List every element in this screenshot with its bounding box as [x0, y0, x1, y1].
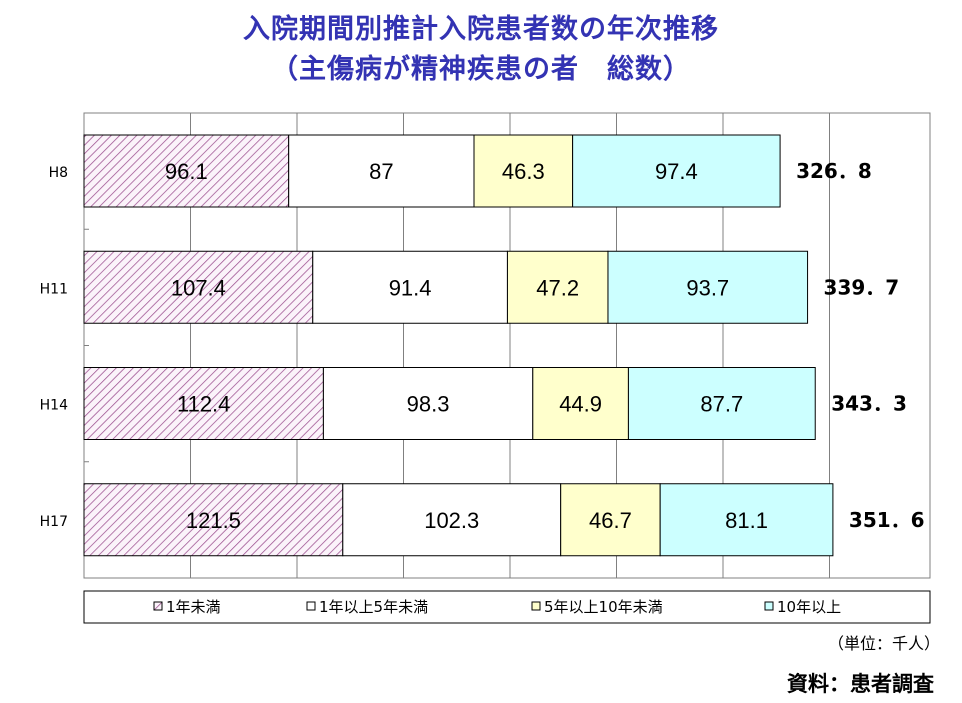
- data-label: 47.2: [536, 275, 579, 300]
- bar-segment: [83, 483, 344, 557]
- category-label: H14: [40, 398, 68, 414]
- data-label: 87: [369, 159, 393, 184]
- data-label: 96.1: [165, 159, 208, 184]
- legend-label: 5年以上10年未満: [544, 598, 663, 616]
- legend-box: [83, 590, 931, 624]
- bar-segment: [83, 134, 290, 208]
- data-label: 46.3: [502, 159, 545, 184]
- bar-segment: [627, 367, 816, 440]
- legend-swatch: [764, 601, 774, 611]
- source-note: 資料：患者調査: [787, 672, 934, 696]
- bar-segment: [560, 483, 661, 557]
- data-label: 81.1: [725, 508, 768, 533]
- data-label: 102.3: [424, 508, 479, 533]
- total-label: 339．7: [824, 275, 900, 299]
- chart-title-line1: 入院期間別推計入院患者数の年次推移: [243, 14, 719, 45]
- data-label: 46.7: [589, 508, 632, 533]
- total-label: 351．6: [849, 508, 925, 532]
- legend-swatch: [306, 601, 316, 611]
- data-label: 112.4: [177, 392, 230, 417]
- bar-segment: [532, 367, 629, 440]
- data-label: 107.4: [171, 275, 226, 300]
- chart-title-line2: （主傷病が精神疾患の者 総数）: [271, 54, 691, 85]
- total-label: 326．8: [796, 159, 872, 183]
- legend-swatch: [531, 601, 541, 611]
- data-label: 98.3: [407, 392, 450, 417]
- bar-segment: [506, 250, 609, 324]
- data-label: 44.9: [559, 392, 602, 417]
- legend-label: 1年以上5年未満: [319, 598, 428, 616]
- data-label: 93.7: [686, 275, 729, 300]
- data-label: 121.5: [186, 508, 241, 533]
- bar-segment: [342, 483, 562, 557]
- category-label: H11: [40, 281, 68, 297]
- bar-segment: [312, 250, 508, 324]
- bar-segment: [322, 367, 534, 440]
- bar-segment: [473, 134, 574, 208]
- data-label: 87.7: [700, 392, 743, 417]
- bar-segment: [288, 134, 475, 208]
- data-label: 97.4: [655, 159, 698, 184]
- bar-segment: [572, 134, 781, 208]
- unit-note: （単位：千人）: [827, 634, 940, 653]
- legend-swatch: [153, 601, 163, 611]
- data-label: 91.4: [389, 275, 432, 300]
- category-label: H17: [40, 514, 68, 530]
- bar-segment: [83, 367, 324, 440]
- bar-segment: [607, 250, 809, 324]
- category-label: H8: [49, 165, 68, 181]
- bar-segment: [83, 250, 314, 324]
- bar-segment: [659, 483, 834, 557]
- legend-label: 10年以上: [777, 598, 841, 616]
- total-label: 343．3: [831, 392, 907, 416]
- legend-label: 1年未満: [166, 598, 221, 616]
